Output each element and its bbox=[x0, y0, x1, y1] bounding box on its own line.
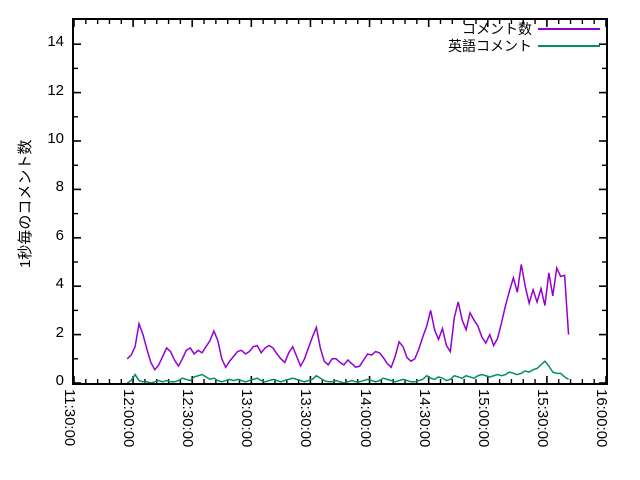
x-tick-label: 14:30:00 bbox=[415, 389, 433, 448]
x-tick-label: 12:30:00 bbox=[179, 389, 197, 448]
y-tick-label: 4 bbox=[55, 275, 64, 293]
x-tick-label: 13:30:00 bbox=[297, 389, 315, 448]
legend-swatch-series1 bbox=[538, 27, 600, 30]
legend-entry: コメント数 bbox=[400, 20, 600, 37]
y-tick-label: 2 bbox=[55, 323, 64, 341]
y-tick-label: 12 bbox=[47, 81, 64, 99]
y-tick-label: 6 bbox=[55, 226, 64, 244]
plot-area bbox=[72, 18, 608, 385]
legend: コメント数 英語コメント bbox=[400, 20, 600, 54]
x-tick-label: 15:30:00 bbox=[533, 389, 551, 448]
x-tick-label: 12:00:00 bbox=[120, 389, 138, 448]
x-tick-label: 14:00:00 bbox=[356, 389, 374, 448]
y-tick-label: 10 bbox=[47, 130, 64, 147]
series-line-1 bbox=[126, 264, 570, 372]
y-tick-label: 14 bbox=[47, 33, 64, 51]
legend-label-series2: 英語コメント bbox=[448, 37, 532, 54]
legend-entry: 英語コメント bbox=[400, 37, 600, 54]
x-tick-label: 11:30:00 bbox=[61, 389, 78, 447]
series-line-2 bbox=[126, 360, 569, 383]
legend-label-series1: コメント数 bbox=[462, 20, 532, 37]
plot-svg bbox=[74, 20, 606, 383]
y-tick-label: 0 bbox=[55, 372, 64, 389]
x-tick-label: 15:00:00 bbox=[474, 389, 492, 448]
y-tick-label: 8 bbox=[55, 178, 64, 196]
legend-swatch-series2 bbox=[538, 44, 600, 47]
x-tick-label: 13:00:00 bbox=[238, 389, 256, 448]
y-axis-label: 1秒毎のコメント数 bbox=[17, 139, 34, 268]
x-tick-label: 16:00:00 bbox=[593, 389, 610, 448]
